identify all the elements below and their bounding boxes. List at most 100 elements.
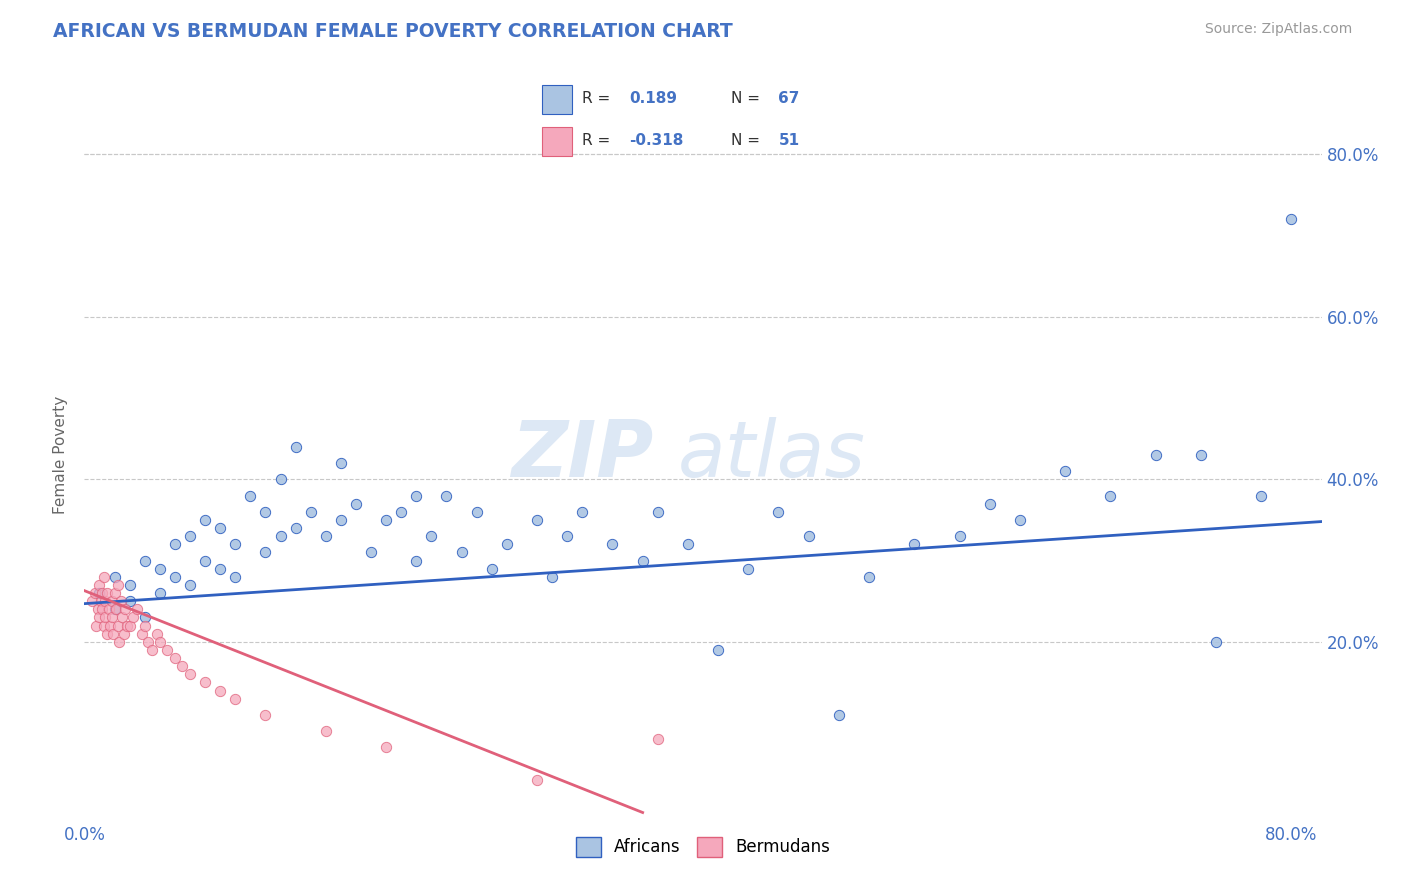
Point bbox=[112, 626, 135, 640]
Point bbox=[224, 691, 246, 706]
Point bbox=[344, 497, 367, 511]
Point bbox=[127, 602, 149, 616]
Point bbox=[389, 505, 412, 519]
Point bbox=[270, 472, 292, 486]
Point bbox=[89, 586, 111, 600]
Point bbox=[179, 667, 201, 681]
Point bbox=[209, 521, 232, 535]
Point bbox=[100, 610, 122, 624]
Point bbox=[828, 708, 851, 723]
Point bbox=[1281, 212, 1303, 227]
Point bbox=[315, 724, 337, 739]
Point bbox=[115, 618, 138, 632]
Point bbox=[360, 545, 382, 559]
Point bbox=[141, 643, 163, 657]
Point bbox=[284, 521, 307, 535]
Point bbox=[707, 643, 730, 657]
Bar bbox=[543, 128, 572, 156]
Point bbox=[903, 537, 925, 551]
Text: R =: R = bbox=[582, 91, 614, 105]
Legend: Africans, Bermudans: Africans, Bermudans bbox=[569, 830, 837, 863]
Point bbox=[979, 497, 1001, 511]
Point bbox=[737, 562, 759, 576]
Point bbox=[163, 537, 186, 551]
Point bbox=[118, 578, 141, 592]
Point bbox=[602, 537, 624, 551]
Point bbox=[797, 529, 820, 543]
Point bbox=[179, 578, 201, 592]
Text: AFRICAN VS BERMUDAN FEMALE POVERTY CORRELATION CHART: AFRICAN VS BERMUDAN FEMALE POVERTY CORRE… bbox=[53, 22, 733, 41]
Point bbox=[96, 586, 118, 600]
Point bbox=[315, 529, 337, 543]
Point bbox=[194, 513, 217, 527]
Bar bbox=[543, 85, 572, 114]
Text: N =: N = bbox=[731, 91, 765, 105]
Point bbox=[136, 635, 159, 649]
Point bbox=[436, 489, 458, 503]
Point bbox=[1008, 513, 1031, 527]
Point bbox=[179, 529, 201, 543]
Point bbox=[555, 529, 578, 543]
Point bbox=[209, 683, 232, 698]
Point bbox=[647, 505, 669, 519]
Point bbox=[541, 570, 564, 584]
Point bbox=[254, 708, 277, 723]
Point bbox=[254, 505, 277, 519]
Point bbox=[224, 570, 246, 584]
Point bbox=[405, 489, 427, 503]
Point bbox=[94, 610, 117, 624]
Point bbox=[108, 635, 131, 649]
Point bbox=[84, 586, 107, 600]
Point bbox=[94, 594, 117, 608]
Point bbox=[103, 570, 125, 584]
Point bbox=[156, 643, 179, 657]
Point bbox=[118, 618, 141, 632]
Text: ZIP: ZIP bbox=[512, 417, 654, 493]
Point bbox=[131, 626, 153, 640]
Point bbox=[107, 618, 129, 632]
Text: 67: 67 bbox=[779, 91, 800, 105]
Text: -0.318: -0.318 bbox=[628, 133, 683, 148]
Point bbox=[450, 545, 472, 559]
Point bbox=[194, 553, 217, 567]
Point bbox=[284, 440, 307, 454]
Point bbox=[1054, 464, 1077, 478]
Point bbox=[105, 602, 128, 616]
Point bbox=[89, 578, 111, 592]
Point bbox=[465, 505, 488, 519]
Point bbox=[163, 570, 186, 584]
Point bbox=[405, 553, 427, 567]
Point bbox=[103, 602, 125, 616]
Point bbox=[93, 618, 115, 632]
Text: 0.189: 0.189 bbox=[628, 91, 676, 105]
Point bbox=[91, 602, 114, 616]
Point bbox=[93, 570, 115, 584]
Text: Source: ZipAtlas.com: Source: ZipAtlas.com bbox=[1205, 22, 1353, 37]
Point bbox=[329, 456, 352, 470]
Point bbox=[481, 562, 503, 576]
Point bbox=[172, 659, 194, 673]
Point bbox=[91, 586, 114, 600]
Y-axis label: Female Poverty: Female Poverty bbox=[53, 396, 69, 514]
Point bbox=[254, 545, 277, 559]
Point bbox=[1189, 448, 1212, 462]
Point bbox=[948, 529, 970, 543]
Point bbox=[1205, 635, 1227, 649]
Text: N =: N = bbox=[731, 133, 765, 148]
Point bbox=[134, 618, 156, 632]
Point bbox=[647, 732, 669, 747]
Point bbox=[103, 586, 125, 600]
Point bbox=[121, 610, 143, 624]
Point bbox=[526, 772, 548, 787]
Point bbox=[134, 610, 156, 624]
Point bbox=[110, 594, 132, 608]
Point bbox=[114, 602, 136, 616]
Point bbox=[194, 675, 217, 690]
Point bbox=[1144, 448, 1167, 462]
Point bbox=[768, 505, 790, 519]
Point bbox=[299, 505, 322, 519]
Point bbox=[1250, 489, 1272, 503]
Point bbox=[100, 594, 122, 608]
Point bbox=[149, 562, 172, 576]
Text: R =: R = bbox=[582, 133, 614, 148]
